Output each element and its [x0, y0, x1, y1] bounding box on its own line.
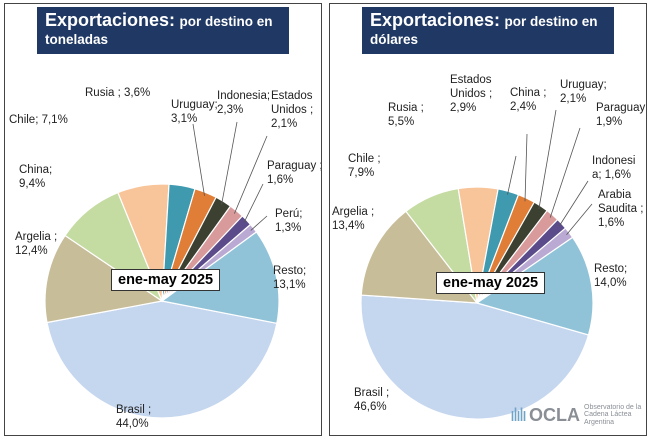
slice-label: Perú; 1,3%: [275, 208, 303, 234]
slice-label: Estados Unidos ; 2,1%: [271, 90, 313, 130]
slice-label: Estados Unidos ; 2,9%: [450, 74, 492, 114]
chart-title-box: Exportaciones: por destino en toneladas: [37, 7, 289, 54]
slice-label: Indonesia; 2,3%: [217, 90, 270, 116]
leader-line: [538, 109, 557, 210]
leader-line: [558, 180, 589, 227]
slice-label: Argelia ; 13,4%: [332, 206, 374, 232]
slice-label: Resto; 14,0%: [594, 263, 627, 289]
pie-slice: [44, 234, 164, 324]
pie-chart-dolares: Brasil ; 46,6% Argelia ; 13,4% Chile ; 7,9% Ru…: [332, 74, 647, 420]
leader-line: [549, 127, 581, 218]
leader-line: [243, 183, 264, 223]
chart-subtitle: por destino en dólares: [370, 14, 598, 48]
slice-label: Brasil ; 44,0%: [116, 404, 151, 430]
slice-label: China ; 2,4%: [510, 87, 546, 113]
slice-label: Resto; 13,1%: [273, 265, 306, 291]
pie-chart-toneladas: Brasil ; 44,0% Argelia ; 12,4% China; 9,4% Chi…: [9, 87, 322, 430]
logo-description: Observatorio de la Cadena Láctea Argenti…: [584, 404, 642, 426]
leader-line: [192, 123, 205, 196]
period-label: ene-may 2025: [436, 272, 546, 294]
slice-label: Chile; 7,1%: [9, 114, 68, 126]
slice-label: Brasil ; 46,6%: [354, 387, 389, 413]
slice-label: Arabia Saudita ; 1,6%: [598, 189, 643, 229]
slice-label: Rusia ; 3,6%: [85, 87, 150, 99]
leader-line: [566, 203, 593, 236]
pie-slice: [360, 294, 590, 420]
chart-title: Exportaciones:: [45, 10, 176, 30]
chart-title: Exportaciones:: [370, 10, 501, 30]
chart-title-box: Exportaciones: por destino en dólares: [362, 7, 614, 54]
chart-subtitle: por destino en toneladas: [45, 14, 273, 48]
leader-line: [234, 135, 268, 214]
chart-panel-toneladas: Exportaciones: por destino en toneladas …: [4, 3, 322, 436]
leader-line: [250, 215, 268, 231]
ocla-logo: ılılı OCLA Observatorio de la Cadena Lác…: [510, 404, 646, 426]
leader-line: [524, 133, 528, 202]
leader-line: [507, 155, 517, 195]
chart-panel-dolares: Exportaciones: por destino en dólares Br…: [329, 3, 647, 436]
slice-label: Uruguay; 3,1%: [171, 99, 218, 125]
slice-label: Indonesi a; 1,6%: [592, 155, 635, 181]
slice-label: Chile ; 7,9%: [348, 153, 381, 179]
slice-label: China; 9,4%: [19, 164, 52, 190]
leader-line: [221, 121, 238, 205]
slice-label: Paraguay ; 1,9%: [596, 102, 647, 128]
slice-label: Paraguay ; 1,6%: [267, 160, 322, 186]
slice-label: Uruguay; 2,1%: [560, 79, 607, 105]
pie-slice: [46, 300, 278, 419]
pie-slice: [160, 231, 280, 325]
logo-name: OCLA: [529, 404, 581, 425]
slice-label: Argelia ; 12,4%: [15, 231, 57, 257]
period-label: ene-may 2025: [111, 269, 221, 291]
slice-label: Rusia ; 5,5%: [388, 102, 424, 128]
milk-wave-icon: ılılı: [510, 404, 527, 426]
